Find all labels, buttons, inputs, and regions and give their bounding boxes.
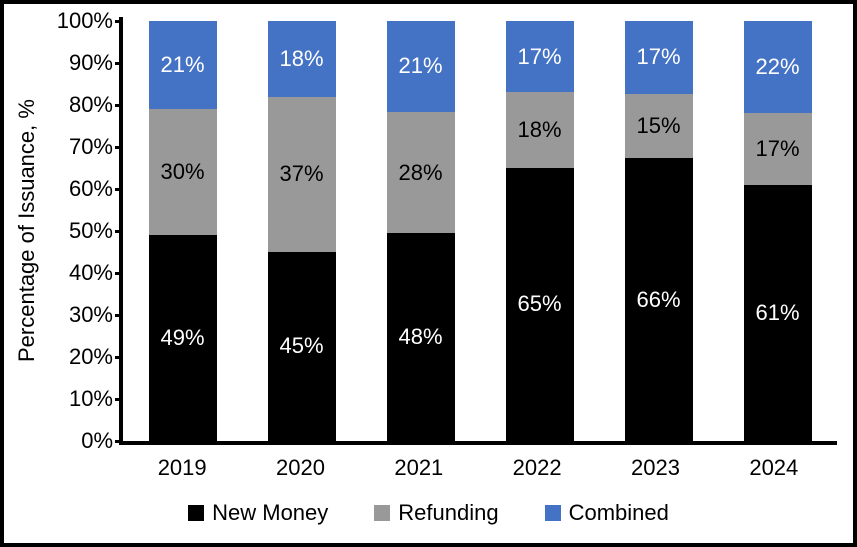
legend-swatch-icon [188,505,205,521]
y-tick-label: 30% [68,302,113,327]
bar-value-label: 17% [755,136,800,162]
bar-segment-combined-2023: 17% [624,21,693,94]
bar-segment-new-money-2023: 66% [624,158,693,441]
bar-2020: 18% 37% 45% [267,21,336,441]
bar-value-label: 15% [636,112,681,138]
bar-value-label: 28% [398,159,443,185]
bar-value-label: 61% [755,299,800,325]
category-cell-2020: 18% 37% 45% [242,21,361,441]
x-axis-label-2021: 2021 [394,455,444,480]
bar-value-label: 21% [398,53,443,79]
legend-item-combined: Combined [544,500,669,526]
bar-segment-refunding-2024: 17% [743,113,812,185]
y-tick-label: 70% [68,134,113,159]
y-tick-label: 80% [68,92,113,117]
y-tick-label: 50% [68,218,113,243]
y-tick-label: 20% [68,344,113,369]
bar-value-label: 22% [755,54,800,80]
bar-value-label: 49% [160,325,205,351]
category-cell-2024: 22% 17% 61% [718,21,837,441]
bar-value-label: 45% [279,333,324,359]
y-tick-label: 60% [68,176,113,201]
bar-2021: 21% 28% 48% [386,21,455,441]
x-axis-label-2019: 2019 [157,455,207,480]
bar-value-label: 18% [517,117,562,143]
bar-segment-combined-2020: 18% [267,21,336,97]
y-tick-label: 100% [56,8,113,33]
x-axis-label-2020: 2020 [276,455,325,480]
bar-segment-refunding-2020: 37% [267,96,336,252]
y-axis-line-cap [119,17,123,23]
bar-segment-refunding-2022: 18% [505,92,574,168]
bar-segment-combined-2022: 17% [505,21,574,93]
y-axis-title: Percentage of Issuance, % [14,99,39,363]
x-axis-labels: 2019 2020 2021 2022 2023 2024 [123,455,833,481]
bar-segment-combined-2019: 21% [148,21,217,110]
x-axis-label-2024: 2024 [749,455,799,480]
category-cell-2023: 17% 15% 66% [599,21,718,441]
bar-segment-refunding-2023: 15% [624,93,693,159]
bar-segment-new-money-2020: 45% [267,251,336,441]
legend-swatch-icon [544,505,561,521]
bar-value-label: 18% [279,45,324,71]
bar-2023: 17% 15% 66% [624,21,693,441]
bar-value-label: 17% [636,44,681,70]
bar-segment-refunding-2019: 30% [148,109,217,236]
bar-segment-new-money-2024: 61% [743,184,812,441]
bar-value-label: 65% [517,291,562,317]
bar-value-label: 66% [636,286,681,312]
bar-2022: 17% 18% 65% [505,21,574,441]
bar-segment-new-money-2022: 65% [505,167,574,441]
category-cell-2021: 21% 28% 48% [361,21,480,441]
y-tick-label: 90% [68,50,113,75]
legend-item-new-money: New Money [188,500,328,526]
plot-area: 21% 30% 49% 18% 37% 45% 21% 28% 48% 17% 18% 65% 17% 1… [119,21,837,445]
legend: New Money Refunding Combined [4,500,853,526]
y-tick-label: 0% [81,428,113,453]
bar-segment-refunding-2021: 28% [386,111,455,234]
bar-segment-new-money-2021: 48% [386,233,455,441]
legend-label: New Money [212,500,329,525]
legend-item-refunding: Refunding [374,500,499,526]
y-tick-label: 40% [68,260,113,285]
bar-segment-new-money-2019: 49% [148,235,217,441]
bar-value-label: 30% [160,159,205,185]
bar-value-label: 21% [160,52,205,78]
bar-value-label: 17% [517,43,562,69]
bar-2019: 21% 30% 49% [148,21,217,441]
y-tick-label: 10% [68,386,113,411]
category-cell-2022: 17% 18% 65% [480,21,599,441]
x-axis-label-2023: 2023 [631,455,680,480]
legend-label: Refunding [398,500,499,525]
bar-segment-combined-2021: 21% [386,21,455,112]
category-cell-2019: 21% 30% 49% [123,21,242,441]
legend-label: Combined [568,500,669,525]
legend-swatch-icon [374,505,391,521]
bar-value-label: 37% [279,161,324,187]
x-axis-label-2022: 2022 [512,455,562,480]
bar-value-label: 48% [398,324,443,350]
bar-2024: 22% 17% 61% [743,21,812,441]
bar-segment-combined-2024: 22% [743,21,812,114]
